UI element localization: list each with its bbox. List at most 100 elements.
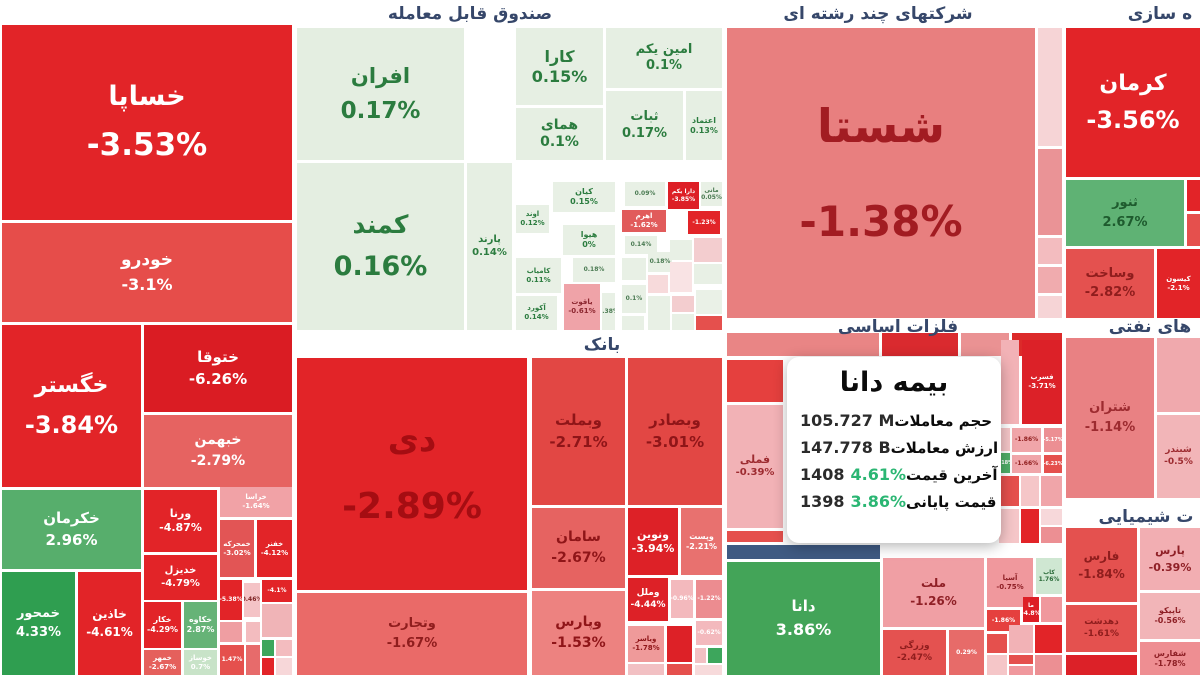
treemap-tile[interactable]: کامیاب 0.11% bbox=[516, 258, 561, 293]
treemap-tile[interactable]: خمهر -2.67% bbox=[144, 650, 181, 675]
treemap-tile[interactable] bbox=[1041, 509, 1062, 525]
treemap-tile[interactable] bbox=[727, 333, 879, 356]
treemap-tile[interactable]: -1.23% bbox=[688, 211, 720, 234]
treemap-tile[interactable]: ویاسر -1.78% bbox=[628, 626, 664, 662]
treemap-tile[interactable]: وتجارت -1.67% bbox=[297, 593, 527, 675]
treemap-tile[interactable] bbox=[672, 314, 694, 330]
treemap-tile[interactable] bbox=[1041, 527, 1062, 543]
treemap-tile[interactable]: دی -2.89% bbox=[297, 358, 527, 590]
treemap-tile[interactable]: 0.18% bbox=[573, 258, 615, 282]
treemap-tile[interactable]: 0.1% bbox=[622, 285, 646, 313]
treemap-tile[interactable] bbox=[276, 658, 292, 675]
treemap-tile[interactable]: یاقوت -0.61% bbox=[564, 284, 600, 330]
treemap-tile[interactable] bbox=[1021, 476, 1039, 506]
treemap-tile[interactable]: همای 0.1% bbox=[516, 108, 603, 160]
treemap-tile[interactable]: فسرب -3.71% bbox=[1022, 340, 1062, 424]
treemap-tile[interactable]: دارا یکم -3.85% bbox=[668, 182, 699, 209]
treemap-tile[interactable]: -6.23% bbox=[1044, 455, 1062, 473]
treemap-tile[interactable] bbox=[667, 626, 692, 662]
treemap-tile[interactable]: ملت -1.26% bbox=[883, 558, 984, 627]
treemap-tile[interactable] bbox=[696, 290, 722, 314]
treemap-tile[interactable] bbox=[999, 509, 1019, 543]
treemap-tile[interactable] bbox=[1009, 655, 1033, 664]
treemap-tile[interactable]: 0.09% bbox=[625, 182, 665, 206]
treemap-tile[interactable]: خکار -4.29% bbox=[144, 602, 181, 648]
treemap-tile[interactable]: -1.22% bbox=[696, 580, 722, 618]
treemap-tile[interactable]: اهرم -1.62% bbox=[622, 210, 666, 232]
treemap-tile[interactable]: خودرو -3.1% bbox=[2, 223, 292, 322]
treemap-tile[interactable] bbox=[727, 545, 880, 559]
treemap-tile[interactable]: افران 0.17% bbox=[297, 28, 464, 160]
treemap-tile[interactable] bbox=[1066, 655, 1137, 675]
treemap-tile[interactable]: خمحور 4.33% bbox=[2, 572, 75, 675]
treemap-tile[interactable]: وملل -4.44% bbox=[628, 578, 668, 621]
treemap-tile[interactable] bbox=[276, 640, 292, 656]
treemap-tile[interactable] bbox=[672, 296, 694, 312]
treemap-tile[interactable]: شستا -1.38% bbox=[727, 28, 1035, 318]
treemap-tile[interactable]: -5.38% bbox=[220, 580, 242, 620]
treemap-tile[interactable]: 0.14% bbox=[625, 236, 657, 254]
treemap-tile[interactable]: ثنور 2.67% bbox=[1066, 180, 1184, 246]
treemap-tile[interactable]: خفنر -4.12% bbox=[257, 520, 292, 577]
treemap-tile[interactable] bbox=[670, 262, 692, 292]
treemap-tile[interactable] bbox=[667, 664, 692, 675]
treemap-tile[interactable]: خوساز 0.7% bbox=[184, 650, 217, 675]
treemap-tile[interactable] bbox=[262, 604, 292, 637]
treemap-tile[interactable] bbox=[696, 316, 722, 330]
treemap-tile[interactable] bbox=[1009, 666, 1033, 675]
treemap-tile[interactable]: 0.29% bbox=[949, 630, 984, 675]
treemap-tile[interactable] bbox=[648, 296, 670, 330]
treemap-tile[interactable]: خراسا -1.64% bbox=[220, 487, 292, 517]
treemap-tile[interactable]: کیسون -2.1% bbox=[1157, 249, 1200, 318]
treemap-tile[interactable] bbox=[262, 640, 274, 656]
treemap-tile[interactable]: پارند 0.14% bbox=[467, 163, 512, 330]
treemap-tile[interactable]: ختوقا -6.26% bbox=[144, 325, 292, 412]
treemap-tile[interactable]: وساخت -2.82% bbox=[1066, 249, 1154, 318]
treemap-tile[interactable] bbox=[1001, 340, 1019, 424]
treemap-tile[interactable] bbox=[987, 655, 1007, 675]
treemap-tile[interactable]: خکاوه 2.87% bbox=[184, 602, 217, 648]
treemap-tile[interactable]: -0.96% bbox=[671, 580, 693, 618]
treemap-tile[interactable]: وپارس -1.53% bbox=[532, 591, 625, 675]
treemap-tile[interactable]: دانا 3.86% bbox=[727, 562, 880, 675]
treemap-tile[interactable] bbox=[220, 622, 242, 642]
treemap-tile[interactable]: اوند 0.12% bbox=[516, 205, 549, 233]
treemap-tile[interactable]: فارس -1.84% bbox=[1066, 528, 1137, 602]
treemap-tile[interactable] bbox=[999, 476, 1019, 506]
treemap-tile[interactable]: امین یکم 0.1% bbox=[606, 28, 722, 88]
treemap-tile[interactable] bbox=[670, 240, 692, 260]
treemap-tile[interactable]: خاذین -4.61% bbox=[78, 572, 141, 675]
treemap-tile[interactable] bbox=[999, 428, 1010, 451]
treemap-tile[interactable] bbox=[1187, 214, 1200, 246]
treemap-tile[interactable] bbox=[1157, 338, 1200, 412]
treemap-tile[interactable]: کمند 0.16% bbox=[297, 163, 464, 330]
treemap-tile[interactable] bbox=[727, 531, 783, 542]
treemap-tile[interactable]: -5.17% bbox=[1044, 428, 1062, 452]
treemap-tile[interactable]: شبندر -0.5% bbox=[1157, 415, 1200, 498]
treemap-tile[interactable]: شفارس -1.78% bbox=[1140, 642, 1200, 675]
treemap-tile[interactable]: ثبات 0.17% bbox=[606, 91, 683, 160]
treemap-tile[interactable] bbox=[694, 264, 722, 284]
treemap-tile[interactable] bbox=[1038, 296, 1062, 318]
treemap-tile[interactable] bbox=[262, 658, 274, 675]
treemap-tile[interactable]: کاب 1.76% bbox=[1036, 558, 1062, 594]
treemap-tile[interactable]: خمحرکه -3.02% bbox=[220, 520, 254, 577]
treemap-tile[interactable]: مانی 0.05% bbox=[701, 182, 722, 206]
treemap-tile[interactable]: وپست -2.21% bbox=[681, 508, 722, 575]
treemap-tile[interactable]: کرمان -3.56% bbox=[1066, 28, 1200, 177]
treemap-tile[interactable] bbox=[882, 333, 958, 356]
treemap-tile[interactable] bbox=[695, 648, 706, 663]
treemap-tile[interactable]: تاپیکو -0.56% bbox=[1140, 593, 1200, 639]
treemap-tile[interactable]: وزرگی -2.47% bbox=[883, 630, 946, 675]
treemap-tile[interactable]: اعتماد 0.13% bbox=[686, 91, 722, 160]
treemap-tile[interactable]: 1.18% bbox=[999, 453, 1010, 473]
treemap-tile[interactable] bbox=[622, 316, 644, 330]
treemap-tile[interactable] bbox=[622, 258, 646, 280]
treemap-tile[interactable]: -4.1% bbox=[262, 580, 292, 602]
treemap-tile[interactable]: -0.62% bbox=[696, 621, 722, 645]
treemap-tile[interactable] bbox=[246, 622, 260, 642]
treemap-tile[interactable]: هیوا 0% bbox=[563, 225, 615, 255]
treemap-tile[interactable] bbox=[1041, 476, 1062, 506]
treemap-tile[interactable] bbox=[1187, 180, 1200, 211]
treemap-tile[interactable]: ما-4.8% bbox=[1023, 597, 1039, 622]
